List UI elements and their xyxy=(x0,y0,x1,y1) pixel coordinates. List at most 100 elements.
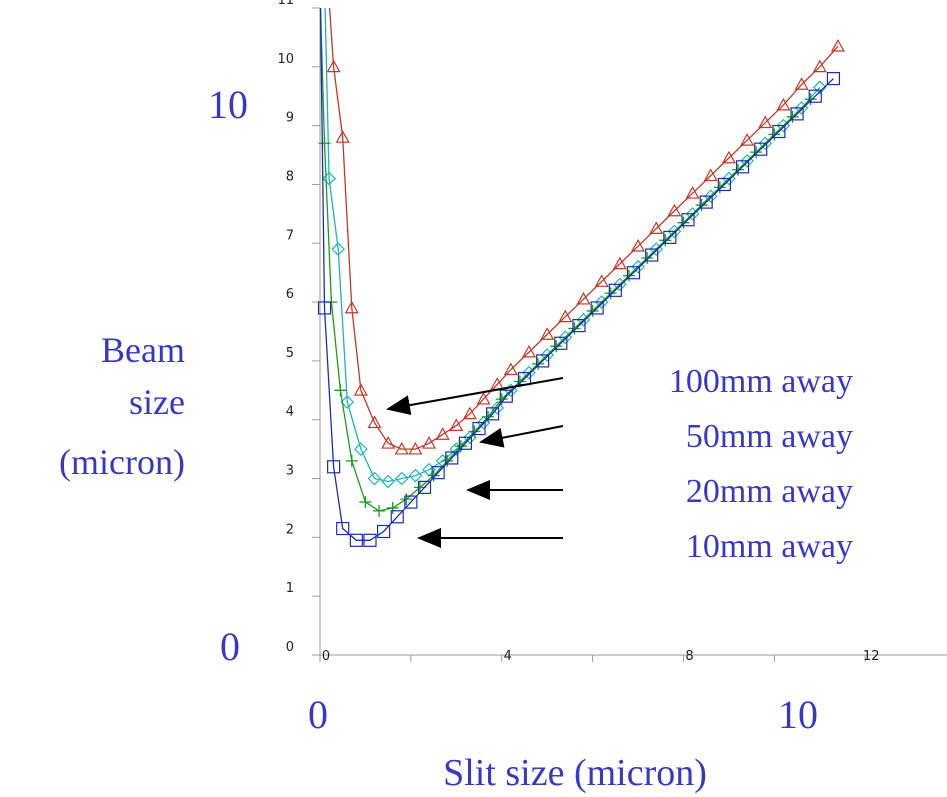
data-point xyxy=(794,77,809,90)
data-point xyxy=(381,474,396,489)
data-point xyxy=(768,128,781,141)
data-point xyxy=(590,301,604,315)
y-tick-label: 8 xyxy=(286,169,294,184)
data-point xyxy=(626,266,641,280)
y-tick-group: 0 1 2 3 4 5 6 7 8 9 10 11 xyxy=(277,0,320,656)
data-point xyxy=(435,427,450,440)
y-tick-label: 9 xyxy=(286,111,294,126)
y-tick-label: 3 xyxy=(286,464,294,479)
data-point xyxy=(458,436,472,450)
x-tick-label: 8 xyxy=(685,649,693,664)
data-point xyxy=(699,195,713,209)
data-point xyxy=(554,336,568,350)
data-point xyxy=(445,451,459,465)
data-point xyxy=(812,59,827,73)
x-tick-label: 12 xyxy=(863,649,880,664)
y-tick-label: 11 xyxy=(277,0,294,8)
y-tick-label: 1 xyxy=(286,581,294,596)
data-point xyxy=(641,251,654,264)
data-point xyxy=(576,291,591,305)
data-point xyxy=(503,362,518,376)
data-point xyxy=(317,301,332,315)
y-tick-label: 5 xyxy=(286,346,294,361)
data-point xyxy=(381,436,396,449)
data-point xyxy=(468,425,481,438)
series-1 xyxy=(326,7,845,455)
x-tick-label: 0 xyxy=(322,649,330,664)
data-point xyxy=(713,181,726,194)
data-point xyxy=(558,309,573,323)
data-point xyxy=(830,38,845,52)
data-point xyxy=(740,133,755,146)
data-point xyxy=(754,142,768,156)
data-point xyxy=(685,186,700,199)
data-point xyxy=(454,440,467,453)
data-point xyxy=(645,248,659,262)
y-tick-label: 0 xyxy=(286,640,294,655)
series-2 xyxy=(322,7,827,489)
data-point xyxy=(594,274,609,287)
annotation-50mm: 50mm away xyxy=(686,418,853,455)
data-point xyxy=(735,160,750,174)
data-point xyxy=(540,327,555,340)
data-point xyxy=(659,234,672,247)
data-point xyxy=(404,495,418,509)
data-point xyxy=(400,493,413,506)
y-tick-label: 6 xyxy=(286,287,294,302)
arrow-100mm xyxy=(386,377,564,416)
data-point xyxy=(490,401,505,415)
data-point xyxy=(377,524,391,539)
data-point xyxy=(536,354,550,368)
data-point xyxy=(367,471,382,486)
data-point xyxy=(359,496,372,509)
data-point xyxy=(695,199,708,212)
data-point xyxy=(449,418,464,432)
annotation-20mm: 20mm away xyxy=(686,473,853,510)
y-tick-label: 10 xyxy=(277,52,294,67)
series-line xyxy=(328,7,839,450)
data-point xyxy=(721,150,736,164)
data-point xyxy=(808,89,822,103)
data-point xyxy=(417,480,432,494)
overlay-y-label-0: 0 xyxy=(220,624,240,669)
x-tick-label: 4 xyxy=(504,649,512,664)
data-point xyxy=(394,441,409,455)
x-tick-group: 0 4 8 12 xyxy=(319,649,880,664)
data-point xyxy=(732,163,744,176)
series-line xyxy=(319,7,834,541)
ylabel-line-1: Beam xyxy=(101,330,185,370)
data-point xyxy=(604,287,617,300)
data-point xyxy=(336,521,350,536)
data-point xyxy=(340,395,355,409)
data-point xyxy=(394,471,409,486)
data-point xyxy=(322,171,336,186)
data-point xyxy=(334,384,347,397)
data-point xyxy=(390,510,404,524)
data-point xyxy=(373,504,386,517)
data-point xyxy=(550,340,563,353)
data-point xyxy=(750,146,763,159)
data-point xyxy=(335,130,350,143)
data-point xyxy=(776,97,791,111)
data-point xyxy=(408,441,423,455)
data-point xyxy=(386,501,399,514)
data-point xyxy=(667,203,682,217)
series-group xyxy=(317,7,845,547)
x-axis-title: Slit size (micron) xyxy=(443,752,707,794)
overlay-x-label-10: 10 xyxy=(778,692,818,737)
annotation-10mm: 10mm away xyxy=(686,528,853,565)
data-point xyxy=(318,137,331,150)
data-point xyxy=(422,436,437,449)
overlay-x-label-0: 0 xyxy=(308,692,328,737)
data-point xyxy=(612,256,627,270)
data-point xyxy=(568,322,581,335)
data-point xyxy=(786,110,799,123)
data-point xyxy=(331,242,346,257)
data-point xyxy=(441,454,454,467)
overlay-y-label-10: 10 xyxy=(208,82,248,127)
data-point xyxy=(804,93,817,106)
data-point xyxy=(363,533,377,547)
series-3 xyxy=(318,7,817,517)
annotation-100mm: 100mm away xyxy=(669,363,853,400)
